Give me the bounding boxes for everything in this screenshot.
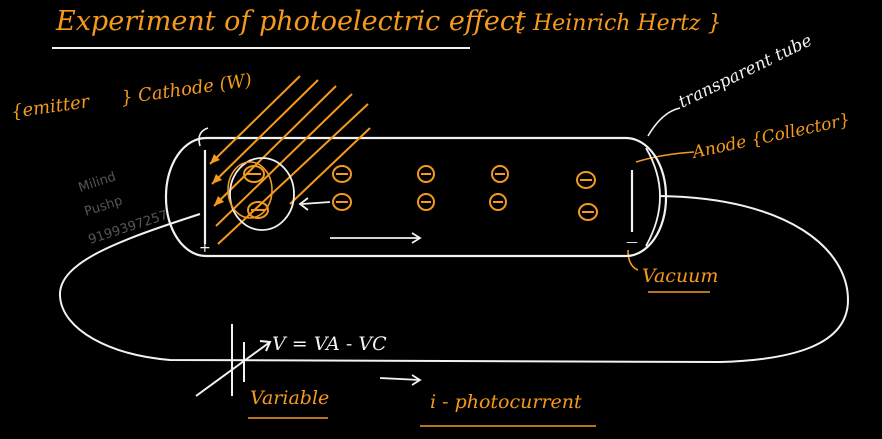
current-arrow-left	[301, 201, 331, 205]
circuit-wire	[58, 195, 850, 364]
variable-arrow	[195, 341, 271, 397]
variable-label: Variable	[250, 387, 329, 409]
tube-pointer	[647, 107, 681, 137]
arrowhead	[298, 197, 309, 211]
voltage-formula: V = VA - VC	[272, 333, 387, 355]
watermark-line-1: Milind	[77, 170, 118, 196]
glass-tube	[164, 136, 668, 258]
light-ray	[213, 85, 337, 207]
arrowhead	[411, 232, 422, 244]
direction-arrows	[298, 197, 422, 244]
electron	[247, 201, 269, 219]
electron	[417, 193, 435, 211]
variable-arrowhead	[259, 340, 272, 352]
ray-arrowhead	[210, 154, 220, 164]
variable-source	[195, 324, 272, 397]
electron	[332, 193, 352, 211]
highlight-circle-inner	[227, 161, 273, 219]
watermark-line-2: Pushp	[83, 193, 125, 219]
title-attribution: { Heinrich Hertz }	[512, 11, 722, 36]
cathode-plus-sign: +	[199, 240, 211, 256]
vacuum-label: Vacuum	[642, 265, 718, 287]
vacuum-pointer	[627, 249, 639, 271]
electron	[489, 193, 507, 211]
highlight-circle	[229, 157, 295, 231]
light-ray	[215, 93, 353, 227]
photocurrent-arrow	[379, 377, 421, 381]
light-arrowheads	[210, 154, 224, 206]
watermark: Milind Pushp 9199397257	[77, 170, 170, 248]
electron	[417, 165, 435, 183]
diagram-title: Experiment of photoelectric effect	[55, 6, 526, 37]
anode-pointer	[635, 151, 695, 163]
light-ray	[217, 103, 369, 245]
ray-arrowhead	[212, 174, 222, 184]
light-ray	[209, 75, 301, 165]
electron	[243, 165, 265, 183]
photocurrent-label: i - photocurrent	[430, 391, 582, 413]
electrons	[243, 165, 598, 221]
electron	[578, 203, 598, 221]
light-ray	[211, 79, 319, 185]
transparent-tube-label: transparent tube	[675, 31, 815, 113]
electron	[491, 165, 509, 183]
electron	[576, 171, 596, 189]
light-rays	[209, 75, 371, 245]
anode-label: Anode {Collector}	[689, 110, 852, 163]
tube-end-curve	[645, 147, 661, 247]
anode-minus-sign: —	[626, 235, 638, 249]
ray-arrowhead	[214, 196, 224, 206]
electron	[332, 165, 352, 183]
cathode-pointer	[198, 127, 209, 147]
arrowhead	[411, 374, 422, 386]
emitter-label: {emitter	[10, 91, 92, 123]
light-ray	[289, 127, 371, 205]
cathode-label: } Cathode (W)	[120, 70, 253, 109]
